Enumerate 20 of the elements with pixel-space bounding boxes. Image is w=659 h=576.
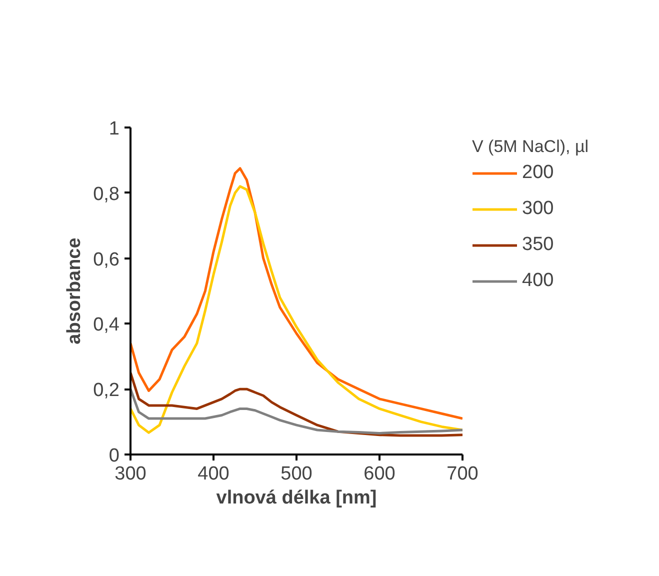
y-tick-label: 1 [108,118,120,140]
legend-label: 400 [522,270,554,292]
legend-label: 200 [522,162,554,184]
y-tick-label: 0,6 [93,249,120,270]
y-axis-title: absorbance [64,238,86,344]
legend-label: 350 [522,234,554,256]
x-tick-label: 700 [446,464,478,484]
y-tick-label: 0,4 [93,314,120,336]
y-tick-label: 0,2 [93,380,120,402]
legend-title: V (5M NaCl), µl [472,137,589,157]
x-axis-title: vlnová délka [nm] [216,488,377,508]
x-tick-label: 400 [198,464,230,484]
x-tick-label: 300 [114,464,146,484]
x-tick-label: 500 [280,464,312,484]
y-tick-label: 0 [108,446,120,466]
legend-label: 300 [522,198,554,220]
line-series [130,388,462,434]
line-series [130,372,462,437]
x-tick-label: 600 [364,464,396,484]
y-tick-label: 0,8 [93,184,120,205]
